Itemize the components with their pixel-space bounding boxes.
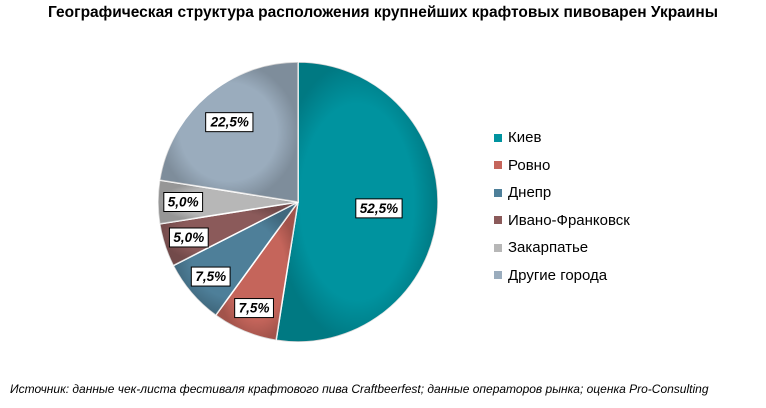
legend-label: Ивано-Франковск	[508, 211, 630, 229]
data-label-1: 7,5%	[234, 298, 274, 319]
data-label-text: 52,5%	[360, 201, 398, 216]
data-label-text: 7,5%	[239, 301, 270, 316]
data-label-text: 7,5%	[195, 269, 226, 284]
legend-item-kiev: Киев	[494, 124, 630, 152]
pie-slice-shade	[173, 202, 298, 316]
data-label-box	[163, 192, 204, 212]
data-label-box	[168, 227, 209, 248]
legend: Киев Ровно Днепр Ивано-Франковск Закарпа…	[494, 124, 630, 289]
data-label-4: 5,0%	[163, 192, 204, 212]
legend-swatch	[494, 188, 502, 197]
legend-label: Другие города	[508, 266, 608, 284]
legend-item-rovno: Ровно	[494, 152, 630, 180]
data-label-text: 22,5%	[210, 115, 249, 130]
legend-item-zakarpatye: Закарпатье	[494, 234, 630, 262]
data-label-2: 7,5%	[190, 266, 231, 287]
pie-slice-shade	[159, 202, 298, 266]
legend-label: Киев	[508, 129, 542, 147]
data-label-box	[355, 198, 403, 219]
source-note: Источник: данные чек-листа фестиваля кра…	[10, 382, 709, 396]
legend-item-other-cities: Другие города	[494, 262, 630, 290]
legend-item-ivano-frankovsk: Ивано-Франковск	[494, 207, 630, 235]
data-label-text: 5,0%	[168, 195, 199, 210]
data-label-text: 5,0%	[173, 230, 204, 245]
legend-swatch	[494, 243, 502, 252]
legend-swatch	[494, 161, 502, 170]
legend-swatch	[494, 271, 502, 280]
legend-item-dnepr: Днепр	[494, 179, 630, 207]
data-label-box	[205, 112, 254, 133]
pie-slice-shade	[158, 180, 298, 224]
legend-label: Днепр	[508, 184, 552, 202]
legend-label: Ровно	[508, 156, 551, 174]
data-label-box	[234, 298, 274, 319]
data-label-0: 52,5%	[355, 198, 403, 219]
data-label-box	[190, 266, 231, 287]
legend-swatch	[494, 216, 502, 225]
legend-swatch	[494, 133, 502, 142]
chart-title: Географическая структура расположения кр…	[48, 4, 718, 21]
legend-label: Закарпатье	[508, 239, 589, 257]
data-label-5: 22,5%	[205, 112, 254, 133]
data-label-3: 5,0%	[168, 227, 209, 248]
